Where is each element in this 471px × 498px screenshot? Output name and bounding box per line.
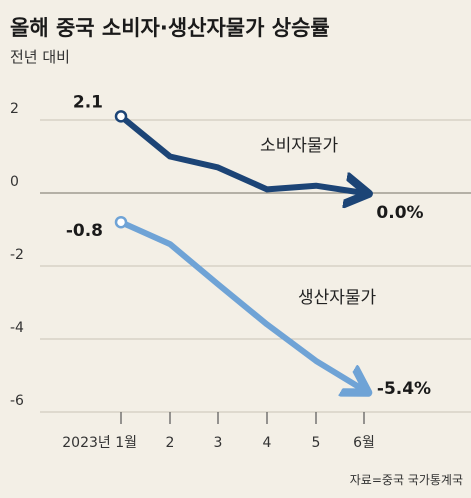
- x-tick-label: 2023년 1월: [62, 435, 137, 451]
- x-tick-label: 4: [263, 435, 272, 451]
- y-tick-label: -2: [10, 247, 24, 263]
- series-line: [118, 219, 364, 390]
- source-note: 자료=중국 국가통계국: [350, 473, 463, 487]
- series-name-label: 생산자물가: [298, 288, 377, 308]
- x-tick-label: 3: [214, 435, 223, 451]
- y-tick-label: -6: [10, 393, 24, 409]
- series-start-label: -0.8: [66, 221, 103, 241]
- x-tick-label: 5: [312, 435, 321, 451]
- series-end-label: 0.0%: [376, 203, 423, 223]
- y-axis: 2 0 -2 -4 -6: [10, 101, 24, 409]
- x-axis: 2023년 1월 2 3 4 5 6월: [62, 412, 375, 451]
- series-start-point: [114, 110, 128, 123]
- series-line: [118, 113, 364, 193]
- chart-title: 올해 중국 소비자·생산자물가 상승률: [10, 16, 330, 40]
- x-tick-label: 2: [166, 435, 175, 451]
- y-tick-label: 0: [10, 174, 19, 190]
- y-tick-label: -4: [10, 320, 24, 336]
- series-group: 2.1 0.0% 소비자물가 -0.8 -5.4% 생산자물가: [66, 92, 431, 399]
- chart-subtitle: 전년 대비: [10, 48, 70, 66]
- series-end-label: -5.4%: [377, 379, 431, 399]
- y-tick-label: 2: [10, 101, 19, 117]
- gridlines: [40, 119, 471, 413]
- series-start-point: [114, 215, 128, 229]
- series-start-label: 2.1: [73, 92, 103, 112]
- series-name-label: 소비자물가: [260, 136, 339, 156]
- x-tick-label: 6월: [353, 435, 375, 451]
